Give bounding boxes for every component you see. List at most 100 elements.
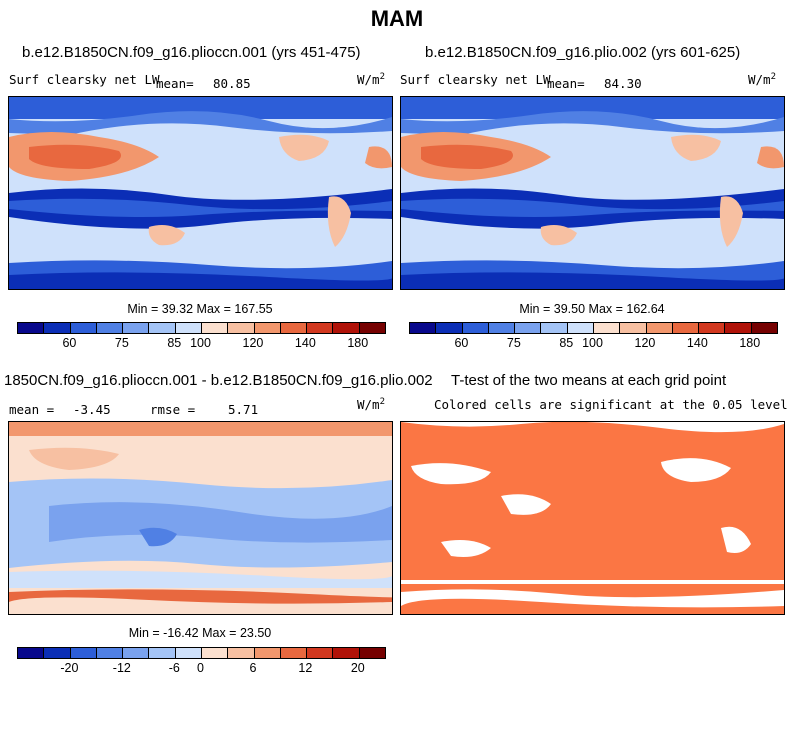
insignificant-band-south-2 [401, 589, 784, 608]
insignificant-region-arctic [401, 422, 784, 433]
colorbar-3-box [228, 648, 255, 658]
colorbar-3-tick-label: 6 [249, 661, 257, 675]
itcz-core [9, 198, 392, 217]
colorbar-1-box [280, 323, 308, 333]
panel2-variable: Surf clearsky net LW [400, 72, 551, 87]
panel3-mean-label: mean = [9, 402, 55, 417]
colorbar-2-box [699, 323, 726, 333]
antarctic-band [9, 272, 392, 289]
significance-field [401, 422, 784, 614]
insignificant-region-1 [411, 463, 491, 485]
north-america-warm-region [671, 134, 721, 161]
arctic-band [401, 97, 784, 119]
colorbar-2-box [541, 323, 568, 333]
australia-warm-region [540, 225, 577, 246]
tropical-cool-core [49, 502, 392, 543]
colorbar-3-box [18, 648, 45, 658]
colorbar-2-tick-label: 60 [454, 336, 469, 350]
colorbar-3-box [70, 648, 97, 658]
insignificant-region-2 [661, 458, 731, 482]
panel4-subtitle: Colored cells are significant at the 0.0… [434, 397, 788, 412]
figure-title: MAM [370, 6, 424, 31]
panel1-variable: Surf clearsky net LW [9, 72, 160, 87]
panel3-map [8, 421, 393, 615]
insignificant-band-south-1 [401, 580, 784, 584]
panel1-mean-label: mean= [156, 76, 194, 91]
north-america-warm-region [279, 134, 329, 161]
colorbar-1-tick-label: 100 [190, 336, 211, 350]
panel1-minmax: Min = 39.32 Max = 167.55 [127, 302, 273, 316]
colorbar-3-box [175, 648, 202, 658]
colorbar-1-box [333, 323, 360, 333]
panel4-case-title: T-test of the two means at each grid poi… [451, 372, 727, 389]
panel4-map-svg [401, 422, 784, 614]
north-band [9, 111, 392, 135]
panel1-map [8, 96, 393, 290]
colorbar-3-tick-label: -20 [60, 661, 79, 675]
colorbar-3-box [254, 648, 281, 658]
insignificant-region-4 [721, 526, 751, 553]
colorbar-2 [409, 322, 778, 334]
colorbar-2-box [462, 323, 489, 333]
colorbar-2-box [646, 323, 673, 333]
panel1-mean-value: 80.85 [213, 76, 251, 91]
colorbar-2-box [725, 323, 752, 333]
colorbar-2-tick-label: 85 [559, 336, 574, 350]
panel3-minmax: Min = -16.42 Max = 23.50 [128, 626, 272, 640]
panel3-rmse-value: 5.71 [228, 402, 259, 417]
south-america-warm-region [719, 196, 743, 247]
colorbar-2-box [593, 323, 621, 333]
africa-edge-region [757, 146, 784, 169]
colorbar-1-box [96, 323, 124, 333]
colorbar-3-tick-label: 20 [350, 661, 365, 675]
colorbar-2-box [515, 323, 542, 333]
southern-warm-band [9, 589, 392, 604]
western-pacific-cool-spot [139, 527, 177, 547]
panel3-case-title: 1850CN.f09_g16.plioccn.001 - b.e12.B1850… [4, 372, 433, 389]
colorbar-2-tick-label: 100 [582, 336, 603, 350]
panel2-case-title: b.e12.B1850CN.f09_g16.plio.002 (yrs 601-… [425, 44, 741, 61]
colorbar-1-box [123, 323, 150, 333]
colorbar-2-tick-label: 180 [739, 336, 761, 350]
arctic-warm-band [9, 422, 392, 436]
colorbar-1-box [149, 323, 176, 333]
colorbar-3-tick-label: -6 [168, 661, 180, 675]
colorbar-1-box [18, 323, 45, 333]
north-band [401, 111, 784, 135]
colorbar-2-tick-label: 120 [634, 336, 656, 350]
colorbar-3-box [96, 648, 124, 658]
colorbar-1-box [228, 323, 255, 333]
itcz-core [401, 198, 784, 217]
colorbar-2-box [751, 323, 777, 333]
colorbar-2-box [672, 323, 700, 333]
colorbar-3-box [280, 648, 308, 658]
sahara-hot-region [29, 144, 121, 169]
panel3-units: W/m2 [357, 397, 385, 413]
colorbar-3-box [123, 648, 150, 658]
colorbar-3-box [149, 648, 176, 658]
panel3-rmse-label: rmse = [150, 402, 196, 417]
panel1-map-svg [9, 97, 392, 289]
panel4-map [400, 421, 785, 615]
colorbar-1-tick-label: 180 [347, 336, 369, 350]
colorbar-1-tick-label: 140 [294, 336, 316, 350]
colorbar-2-box [567, 323, 594, 333]
colorbar-1-box [254, 323, 281, 333]
colorbar-1-box [44, 323, 71, 333]
colorbar-3-tick-label: -12 [112, 661, 131, 675]
colorbar-1-box [307, 323, 334, 333]
colorbar-1-tick-label: 75 [114, 336, 129, 350]
colorbar-3-box [333, 648, 360, 658]
colorbar-2-box [488, 323, 516, 333]
panel1-units: W/m2 [357, 72, 385, 88]
colorbar-1-box [175, 323, 202, 333]
colorbar-1-box [70, 323, 97, 333]
panel2-mean-value: 84.30 [604, 76, 642, 91]
colorbar-1-tick-label: 85 [167, 336, 182, 350]
panel3-map-svg [9, 422, 392, 614]
colorbar-3-box [359, 648, 385, 658]
panel3-mean-value: -3.45 [73, 402, 111, 417]
arctic-band [9, 97, 392, 119]
colorbar-3-tick-label: 0 [197, 661, 204, 675]
panel2-map [400, 96, 785, 290]
